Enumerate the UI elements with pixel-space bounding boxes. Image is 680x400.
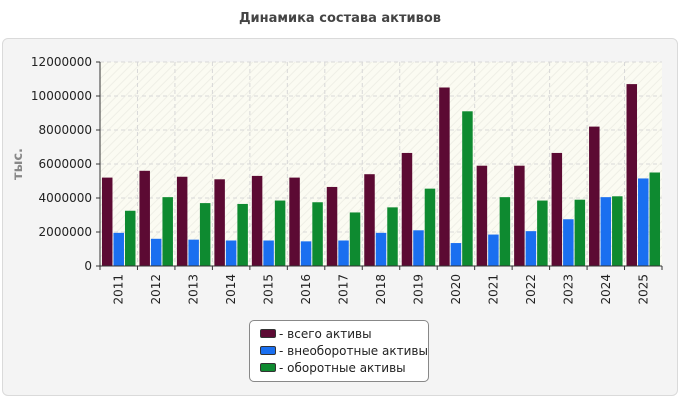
bar-current-2017 bbox=[349, 212, 361, 266]
y-tick-labels: 0 2000000 4000000 6000000 8000000 10000000 120… bbox=[31, 55, 92, 273]
x-tick-label-2020: 2020 bbox=[449, 274, 463, 305]
bar-current-2011 bbox=[124, 210, 136, 266]
x-tick-label-2022: 2022 bbox=[524, 274, 538, 305]
bar-noncurrent-2019 bbox=[413, 230, 424, 266]
bar-total-2025 bbox=[626, 84, 638, 266]
bar-total-2020 bbox=[439, 87, 450, 266]
bar-current-2020 bbox=[462, 111, 473, 266]
bar-noncurrent-2023 bbox=[563, 219, 574, 266]
bar-noncurrent-2025 bbox=[638, 178, 649, 266]
y-tick-label-5: 10000000 bbox=[31, 89, 92, 103]
bar-current-2016 bbox=[312, 202, 323, 266]
x-tick-labels: 2011 2012 2013 2014 2015 2016 2017 2018 2019 2020… bbox=[112, 274, 651, 305]
bar-noncurrent-2017 bbox=[338, 240, 349, 266]
legend-swatch-current bbox=[260, 363, 276, 372]
y-axis-label: тыс. bbox=[11, 148, 26, 180]
x-tick-label-2024: 2024 bbox=[599, 274, 613, 305]
bar-current-2015 bbox=[274, 200, 286, 266]
bar-current-2012 bbox=[162, 197, 173, 266]
y-tick-label-0: 0 bbox=[84, 259, 92, 273]
bar-noncurrent-2015 bbox=[263, 240, 274, 266]
legend-label-current: - оборотные активы bbox=[279, 360, 406, 375]
bar-noncurrent-2011 bbox=[113, 232, 124, 266]
bar-current-2014 bbox=[237, 203, 248, 266]
x-tick-label-2014: 2014 bbox=[224, 274, 238, 305]
axes bbox=[96, 61, 663, 270]
y-tick-label-4: 8000000 bbox=[39, 123, 92, 137]
bar-current-2024 bbox=[612, 196, 623, 266]
bar-total-2017 bbox=[326, 186, 338, 266]
x-tick-label-2016: 2016 bbox=[299, 274, 313, 305]
bar-noncurrent-2020 bbox=[450, 243, 462, 266]
bar-noncurrent-2013 bbox=[188, 239, 199, 266]
bar-total-2013 bbox=[176, 176, 188, 266]
bar-total-2018 bbox=[364, 174, 375, 266]
bar-noncurrent-2021 bbox=[488, 234, 499, 266]
bar-total-2024 bbox=[589, 126, 600, 266]
bar-current-2025 bbox=[649, 172, 661, 266]
bar-total-2011 bbox=[101, 177, 113, 266]
legend-item-total: - всего активы bbox=[260, 325, 428, 342]
bar-total-2021 bbox=[476, 165, 488, 266]
bar-current-2021 bbox=[499, 197, 511, 266]
bar-total-2015 bbox=[251, 175, 263, 266]
bar-noncurrent-2016 bbox=[300, 241, 312, 266]
legend-swatch-noncurrent bbox=[260, 346, 276, 355]
x-tick-label-2015: 2015 bbox=[262, 274, 276, 305]
x-tick-label-2023: 2023 bbox=[561, 274, 575, 305]
bar-noncurrent-2018 bbox=[375, 232, 387, 266]
x-tick-label-2013: 2013 bbox=[187, 274, 201, 305]
legend: - всего активы - внеоборотные активы - о… bbox=[249, 320, 429, 382]
legend-label-total: - всего активы bbox=[279, 326, 372, 341]
x-tick-label-2025: 2025 bbox=[636, 274, 650, 305]
bars bbox=[101, 84, 661, 266]
legend-label-noncurrent: - внеоборотные активы bbox=[279, 343, 428, 358]
bar-current-2023 bbox=[574, 199, 586, 266]
x-tick-label-2021: 2021 bbox=[486, 274, 500, 305]
bar-total-2014 bbox=[214, 179, 225, 266]
x-tick-label-2017: 2017 bbox=[337, 274, 351, 305]
bar-noncurrent-2012 bbox=[150, 238, 162, 266]
chart-title: Динамика состава активов bbox=[238, 11, 442, 26]
bar-current-2013 bbox=[199, 203, 211, 266]
x-tick-label-2018: 2018 bbox=[374, 274, 388, 305]
grid-lines bbox=[100, 61, 662, 266]
bar-noncurrent-2024 bbox=[600, 197, 612, 266]
y-tick-label-2: 4000000 bbox=[39, 191, 92, 205]
x-tick-label-2011: 2011 bbox=[112, 274, 126, 305]
x-tick-label-2019: 2019 bbox=[411, 274, 425, 305]
x-tick-label-2012: 2012 bbox=[149, 274, 163, 305]
legend-item-current: - оборотные активы bbox=[260, 359, 428, 376]
bar-current-2019 bbox=[424, 188, 436, 266]
legend-item-noncurrent: - внеоборотные активы bbox=[260, 342, 428, 359]
bar-total-2019 bbox=[401, 152, 413, 266]
bar-noncurrent-2014 bbox=[225, 240, 237, 266]
y-tick-label-6: 12000000 bbox=[31, 55, 92, 69]
bar-total-2022 bbox=[514, 165, 525, 266]
bar-current-2018 bbox=[387, 207, 398, 266]
bar-total-2023 bbox=[551, 152, 563, 266]
y-tick-label-1: 2000000 bbox=[39, 225, 92, 239]
bar-noncurrent-2022 bbox=[525, 231, 537, 266]
y-tick-label-3: 6000000 bbox=[39, 157, 92, 171]
legend-swatch-total bbox=[260, 329, 276, 338]
bar-total-2012 bbox=[139, 170, 150, 266]
bar-total-2016 bbox=[289, 177, 300, 266]
bar-current-2022 bbox=[537, 200, 548, 266]
